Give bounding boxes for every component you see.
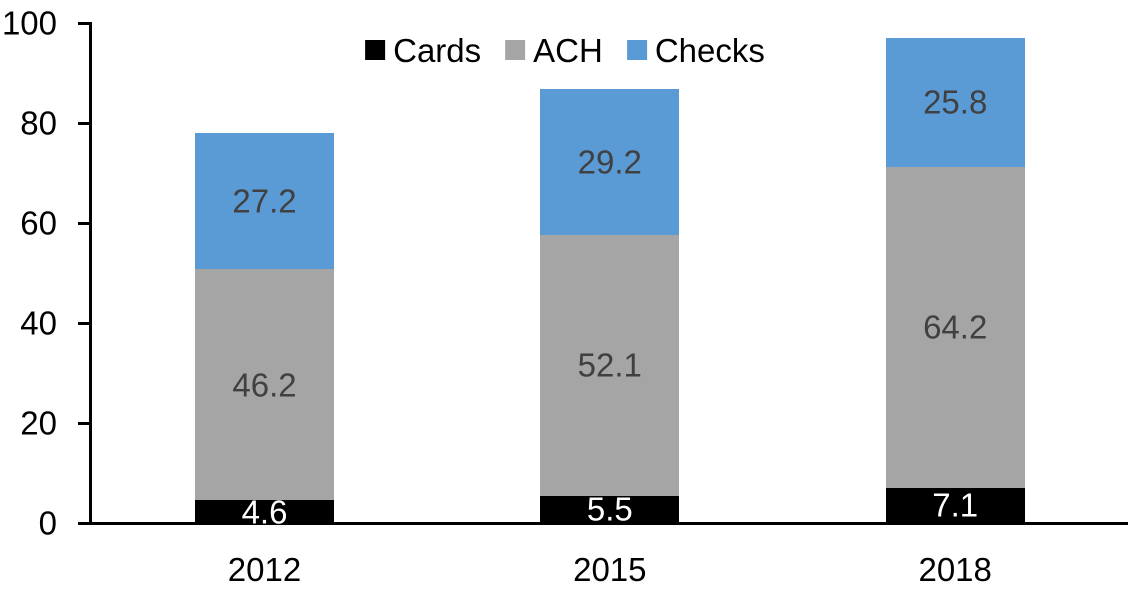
y-axis-label-100: 100: [1, 4, 57, 42]
bar-segment-ach-2018: 64.2: [885, 166, 1025, 488]
chart-legend: Cards ACH Checks: [365, 30, 765, 70]
y-axis-label-40: 40: [20, 304, 57, 342]
y-axis-label-20: 20: [20, 404, 57, 442]
y-axis-label-0: 0: [38, 504, 57, 542]
y-axis-label-80: 80: [20, 104, 57, 142]
x-axis-label-2015: 2015: [573, 551, 647, 588]
legend-label-checks: Checks: [654, 31, 765, 69]
bar-segment-ach-2012: 46.2: [195, 269, 334, 500]
x-axis-label-2018: 2018: [918, 551, 992, 588]
legend-swatch-checks-icon: [626, 40, 647, 60]
legend-swatch-ach-icon: [505, 40, 526, 60]
data-label-ach-2018: 64.2: [923, 308, 988, 346]
bar-segment-cards-2012: 4.6: [195, 495, 334, 528]
data-label-cards-2018: 7.1: [932, 486, 979, 524]
legend-swatch-cards-icon: [365, 40, 386, 60]
y-axis-tick-100: [78, 21, 89, 25]
bar-segment-cards-2015: 5.5: [540, 490, 680, 528]
x-axis-line: [78, 522, 1128, 525]
data-label-cards-2015: 5.5: [586, 490, 633, 528]
data-label-checks-2015: 29.2: [577, 143, 642, 181]
y-axis-tick-80: [78, 121, 89, 125]
y-axis-label-60: 60: [20, 204, 57, 242]
data-label-checks-2012: 27.2: [232, 182, 297, 220]
bar-segment-checks-2015: 29.2: [540, 89, 680, 235]
y-axis-tick-20: [78, 421, 89, 425]
x-axis-label-2012: 2012: [227, 551, 302, 588]
legend-label-cards: Cards: [393, 31, 482, 69]
data-label-ach-2015: 52.1: [577, 346, 642, 384]
bar-segment-cards-2018: 7.1: [885, 486, 1025, 524]
y-axis-tick-40: [78, 321, 89, 325]
data-label-ach-2012: 46.2: [232, 366, 297, 403]
y-axis-tick-60: [78, 221, 89, 225]
bar-segment-checks-2012: 27.2: [195, 133, 334, 269]
y-axis-line: [89, 22, 92, 525]
data-label-cards-2012: 4.6: [241, 493, 288, 530]
bar-segment-checks-2018: 25.8: [885, 37, 1025, 167]
bar-segment-ach-2015: 52.1: [540, 235, 680, 496]
legend-item-ach: ACH: [505, 34, 603, 67]
legend-item-cards: Cards: [365, 34, 481, 67]
legend-item-checks: Checks: [626, 31, 765, 69]
legend-label-ach: ACH: [533, 31, 603, 69]
data-label-checks-2018: 25.8: [923, 83, 988, 121]
